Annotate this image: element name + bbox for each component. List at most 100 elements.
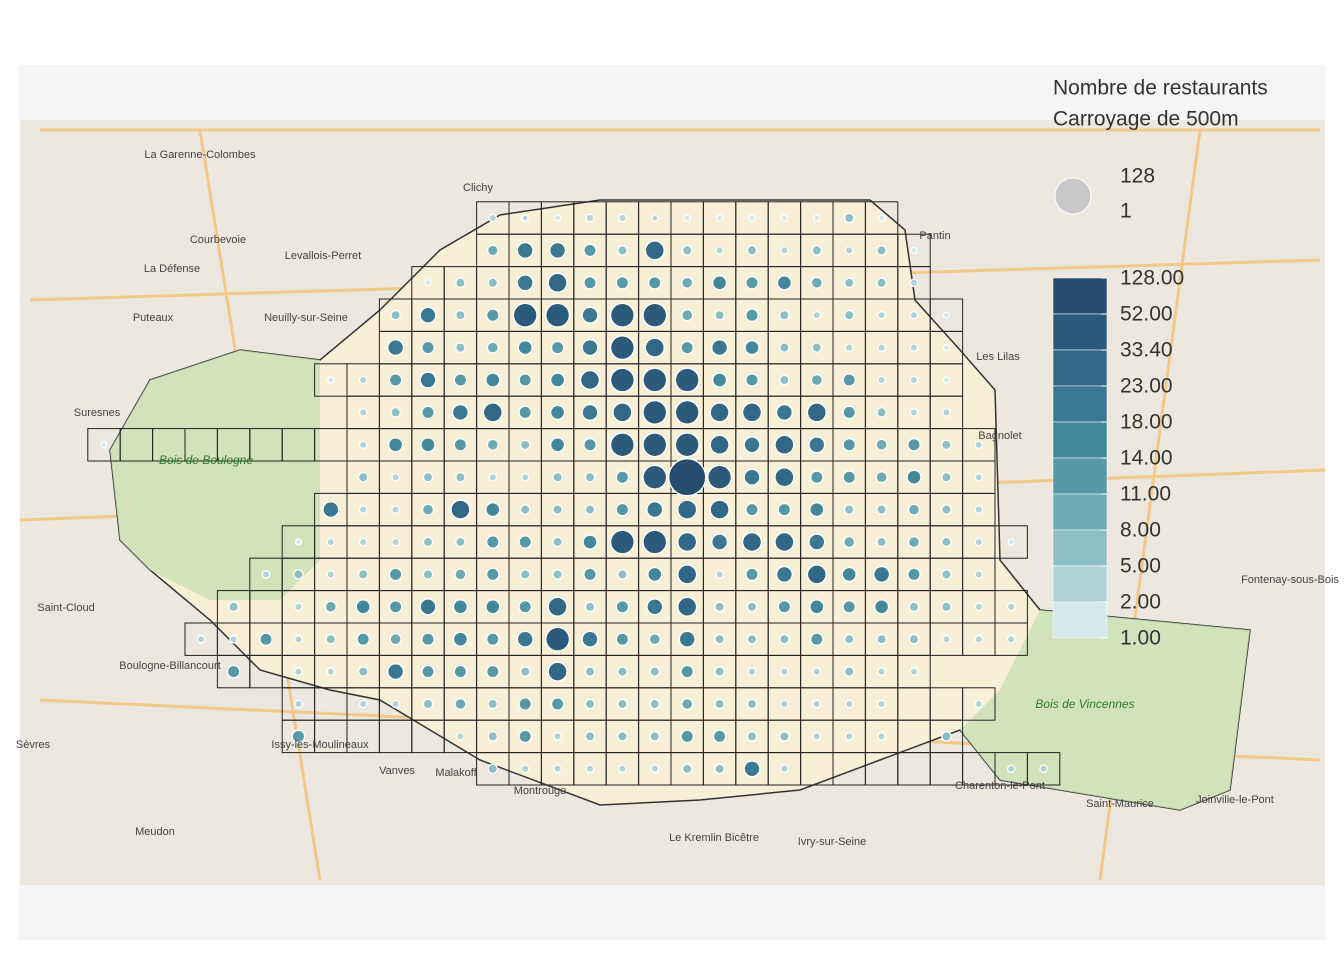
restaurant-circle [842,438,856,452]
restaurant-circle [388,373,403,387]
restaurant-circle [745,308,759,322]
restaurant-circle [779,374,790,386]
restaurant-circle [324,600,337,613]
restaurant-circle [715,214,724,222]
restaurant-circle [745,276,759,290]
color-legend-label: 23.00 [1120,375,1173,398]
place-label: Meudon [135,826,175,838]
restaurant-circle [974,602,984,612]
restaurant-circle [421,405,435,420]
place-label: Issy-les-Moulineaux [271,739,369,751]
restaurant-circle [677,596,698,617]
restaurant-circle [648,633,661,646]
restaurant-circle [519,666,531,677]
restaurant-circle [775,565,793,583]
restaurant-circle [452,599,468,615]
restaurant-circle [780,246,789,255]
restaurant-circle [780,667,789,676]
restaurant-circle [712,275,728,291]
restaurant-circle [806,564,827,585]
restaurant-circle [774,434,795,455]
restaurant-circle [844,699,854,709]
restaurant-circle [808,533,826,551]
restaurant-circle [357,471,369,483]
restaurant-circle [844,246,854,255]
restaurant-circle [550,697,565,711]
restaurant-circle [743,436,761,454]
restaurant-circle [942,343,951,352]
restaurant-circle [909,343,919,352]
color-legend-band [1052,385,1108,423]
restaurant-circle [842,600,856,614]
color-legend-band [1052,601,1108,639]
restaurant-circle [746,601,758,613]
restaurant-circle [941,731,952,742]
restaurant-circle [584,504,596,515]
restaurant-circle [609,529,635,555]
restaurant-circle [520,472,530,482]
restaurant-circle [609,335,635,361]
restaurant-circle [974,699,984,709]
place-label: Fontenay-sous-Bois [1241,574,1339,586]
restaurant-circle [456,732,465,741]
grid-cell [994,525,1028,559]
restaurant-circle [681,245,693,256]
restaurant-circle [1007,538,1015,546]
restaurant-circle [709,402,730,423]
place-label: Vanves [379,765,415,777]
restaurant-circle [876,504,887,515]
restaurant-circle [909,278,919,288]
restaurant-circle [422,698,434,710]
restaurant-circle [450,499,471,520]
restaurant-circle [812,732,822,741]
restaurant-circle [677,499,698,520]
restaurant-circle [388,600,403,614]
restaurant-circle [488,472,498,482]
restaurant-circle [584,601,596,613]
restaurant-circle [906,469,922,485]
restaurant-circle [774,531,795,553]
restaurant-circle [649,666,661,677]
restaurant-circle [550,404,566,420]
restaurant-circle [709,499,730,520]
restaurant-circle [842,470,856,484]
restaurant-circle [585,764,595,774]
restaurant-circle [294,634,303,644]
restaurant-circle [422,569,434,580]
restaurant-circle [518,697,532,711]
restaurant-circle [519,569,531,580]
restaurant-circle [680,729,694,744]
restaurant-circle [486,664,500,679]
restaurant-circle [683,214,691,222]
park-area [960,610,1250,810]
restaurant-circle [357,569,369,580]
restaurant-circle [615,470,630,484]
restaurant-circle [877,732,886,741]
restaurant-circle [844,343,854,352]
restaurant-circle [581,403,599,421]
restaurant-circle [780,764,789,774]
restaurant-circle [391,537,400,547]
park-label: Bois de Boulogne [159,453,253,467]
restaurant-circle [389,633,402,646]
restaurant-circle [390,309,401,321]
restaurant-circle [356,632,370,646]
restaurant-circle [745,567,759,582]
restaurant-circle [553,214,562,222]
restaurant-circle [877,699,886,709]
restaurant-circle [486,535,500,549]
restaurant-circle [712,729,727,744]
place-label: Levallois-Perret [285,250,361,262]
restaurant-circle [421,340,435,355]
restaurant-circle [875,471,888,484]
restaurant-circle [843,309,855,321]
restaurant-circle [746,245,758,256]
restaurant-circle [545,626,571,652]
restaurant-circle [907,567,921,582]
restaurant-circle [711,533,729,551]
restaurant-circle [941,536,952,548]
restaurant-circle [388,437,404,453]
restaurant-circle [358,537,368,547]
restaurant-circle [746,698,758,710]
restaurant-circle [521,214,529,222]
